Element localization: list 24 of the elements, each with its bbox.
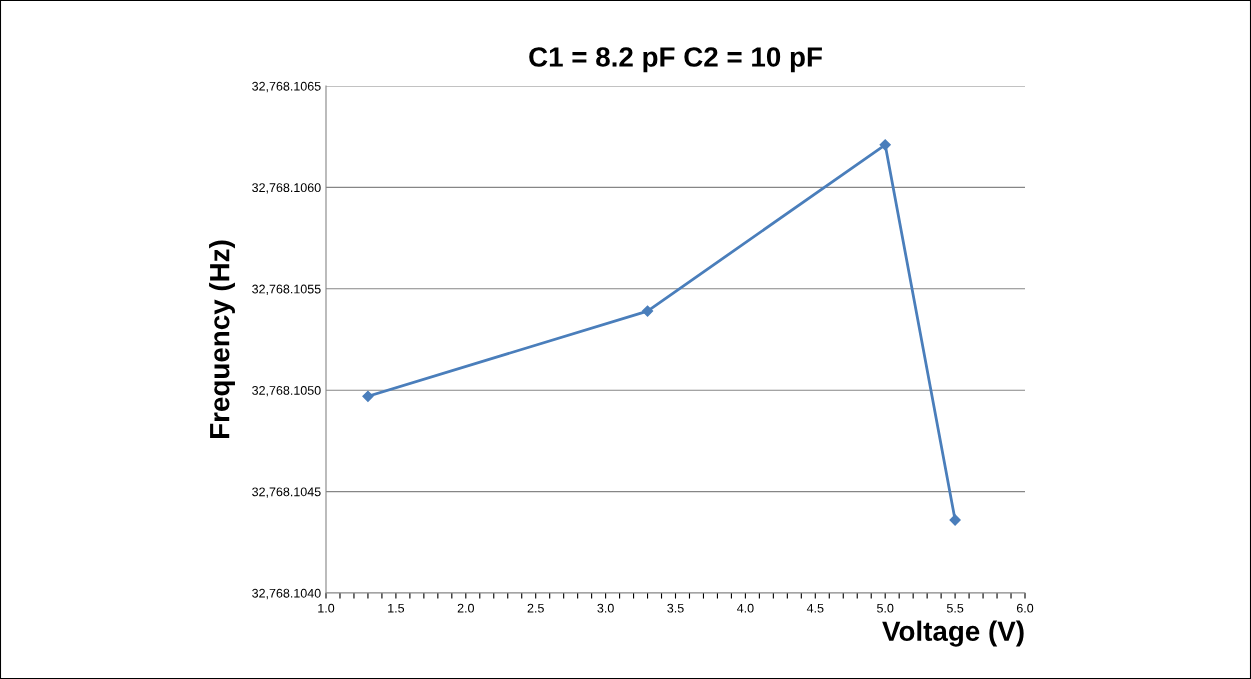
x-tick-label: 2.0 bbox=[457, 603, 474, 613]
x-tick-label: 3.5 bbox=[667, 603, 684, 613]
y-tick-label: 32,768.1065 bbox=[252, 81, 321, 93]
x-axis-title: Voltage (V) bbox=[882, 620, 1024, 647]
x-tick-label: 2.5 bbox=[527, 603, 544, 613]
x-tick-label: 1.0 bbox=[318, 603, 335, 613]
y-tick-label: 32,768.1055 bbox=[252, 284, 321, 295]
x-tick-label: 4.5 bbox=[806, 603, 824, 613]
x-tick-label: 4.0 bbox=[737, 603, 754, 613]
x-tick-label: 3.0 bbox=[597, 603, 614, 613]
y-tick-label: 32,768.1050 bbox=[252, 386, 321, 397]
x-tick-label: 5.5 bbox=[946, 603, 964, 613]
y-tick-label: 32,768.1045 bbox=[252, 487, 321, 498]
y-axis-title: Frequency (Hz) bbox=[209, 240, 235, 438]
point bbox=[879, 139, 891, 151]
y-tick-label: 32,768.1040 bbox=[252, 588, 321, 600]
x-tick-label: 6.0 bbox=[1016, 603, 1034, 613]
y-tick-label: 32,768.1060 bbox=[252, 183, 321, 194]
chart-title: C1 = 8.2 pF C2 = 10 pF bbox=[529, 47, 822, 73]
point bbox=[362, 390, 374, 402]
point bbox=[949, 514, 961, 526]
x-tick-label: 5.0 bbox=[877, 603, 894, 613]
x-tick-label: 1.5 bbox=[388, 603, 405, 613]
point bbox=[641, 305, 654, 317]
